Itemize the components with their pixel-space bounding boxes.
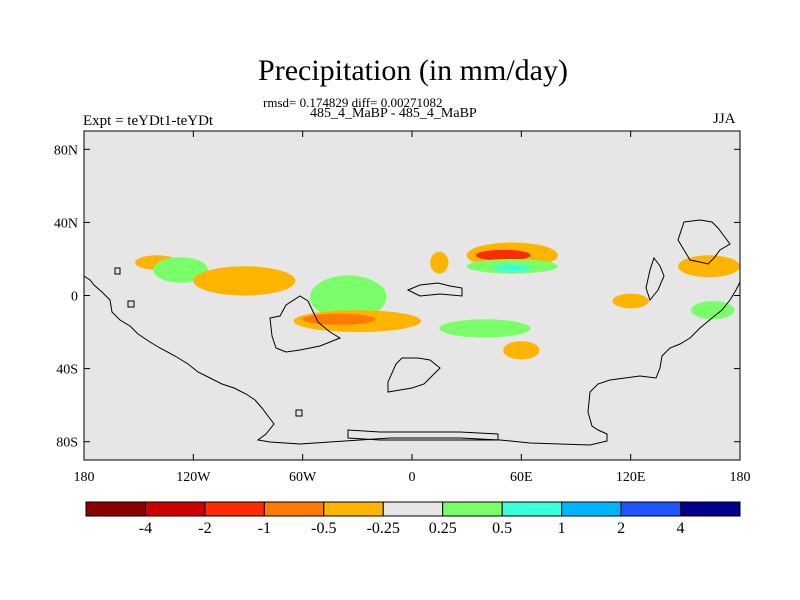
x-tick-label: 120E bbox=[616, 470, 646, 485]
x-tick-label: 120W bbox=[176, 470, 211, 485]
region-southwest-pacific-wet bbox=[690, 300, 735, 320]
x-tick-label: 60W bbox=[289, 470, 317, 485]
y-tick-label: 40S bbox=[56, 363, 78, 378]
colorbar-swatch bbox=[323, 501, 384, 517]
experiment-label: Expt = teYDt1-teYDt bbox=[83, 113, 214, 129]
colorbar-swatch bbox=[263, 501, 325, 517]
region-indian-ocean-dry-core bbox=[475, 249, 531, 261]
region-west-pacific-dry-outer bbox=[678, 255, 740, 278]
colorbar-swatch bbox=[561, 501, 622, 517]
colorbar-swatch bbox=[680, 501, 741, 517]
colorbar-label: 4 bbox=[677, 520, 685, 537]
colorbar-swatch bbox=[382, 501, 444, 517]
anomaly-regions bbox=[135, 242, 740, 360]
y-tick-label: 40N bbox=[54, 216, 78, 231]
x-tick-label: 0 bbox=[409, 470, 416, 485]
region-south-indian-dry bbox=[503, 341, 540, 360]
chart-subtitle: rmsd= 0.174829 diff= 0.00271082 bbox=[263, 95, 443, 110]
season-label: JJA bbox=[713, 111, 736, 127]
region-south-atlantic-dry-core bbox=[302, 313, 376, 325]
region-indian-ocean-wet-core bbox=[494, 264, 531, 272]
x-tick-label: 180 bbox=[74, 470, 95, 485]
y-axis: 80N 40N 0 40S 80S bbox=[54, 143, 740, 451]
colorbar-label: 0.25 bbox=[429, 520, 457, 537]
x-axis: 180 120W 60W 0 60E 120E 180 bbox=[74, 131, 751, 485]
colorbar-label: -1 bbox=[258, 520, 271, 537]
colorbar-label: -0.5 bbox=[311, 520, 336, 537]
chart-center-label: 485_4_MaBP - 485_4_MaBP bbox=[310, 106, 477, 121]
region-east-pacific-dry-edge bbox=[193, 266, 296, 296]
colorbar-label: 2 bbox=[617, 520, 625, 537]
region-west-africa-dry bbox=[430, 251, 449, 274]
colorbar-label: 0.5 bbox=[492, 520, 512, 537]
colorbar-swatch bbox=[620, 501, 682, 517]
x-tick-label: 180 bbox=[730, 470, 751, 485]
colorbar-swatch bbox=[442, 501, 503, 517]
region-atlantic-wet-edge bbox=[309, 275, 387, 320]
colorbar-label: -2 bbox=[198, 520, 211, 537]
colorbar-swatch bbox=[144, 501, 206, 517]
colorbar-swatch bbox=[85, 501, 146, 517]
x-tick-label: 60E bbox=[510, 470, 533, 485]
chart-title: Precipitation (in mm/day) bbox=[258, 54, 568, 87]
y-tick-label: 80S bbox=[56, 436, 78, 451]
colorbar-label: -4 bbox=[139, 520, 152, 537]
coastlines bbox=[83, 219, 741, 446]
colorbar-label: 1 bbox=[558, 520, 566, 537]
colorbar-swatch bbox=[501, 501, 563, 517]
colorbar-swatch bbox=[204, 501, 265, 517]
y-tick-label: 80N bbox=[54, 143, 78, 158]
region-south-indian-wet bbox=[439, 319, 531, 338]
colorbar-label: -0.25 bbox=[367, 520, 400, 537]
y-tick-label: 0 bbox=[71, 290, 78, 305]
region-central-pacific-wet-edge bbox=[153, 257, 208, 283]
colorbar: -4 -2 -1 -0.5 -0.25 0.25 0.5 1 2 4 bbox=[85, 501, 741, 537]
region-west-pacific-dry bbox=[612, 293, 649, 309]
